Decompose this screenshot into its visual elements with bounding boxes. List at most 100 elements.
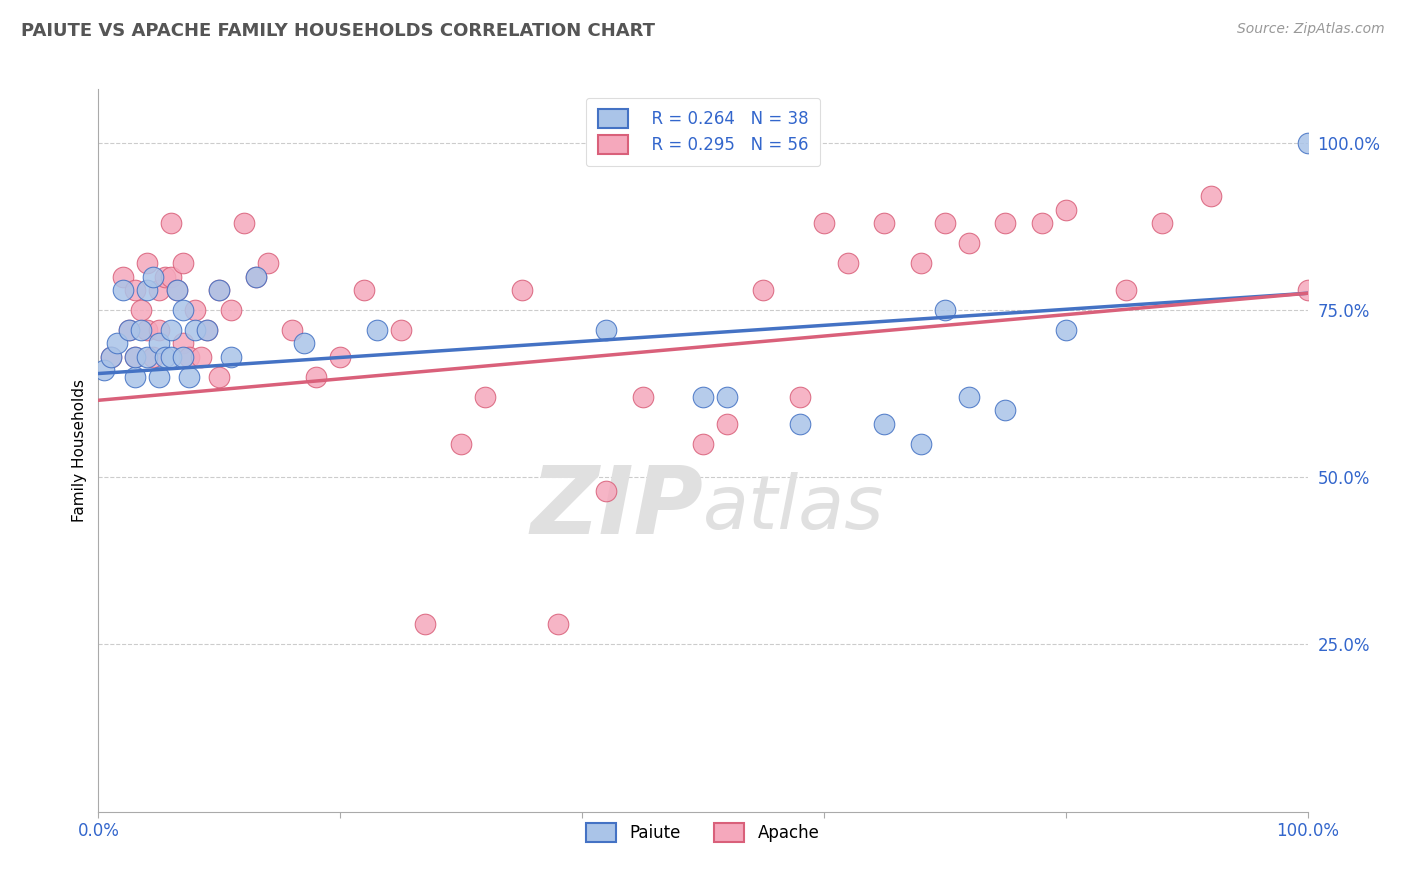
Point [135, 256, 157, 270]
Point [166, 283, 188, 297]
Point [208, 283, 231, 297]
Legend: Paiute, Apache: Paiute, Apache [575, 812, 831, 854]
Point [716, 417, 738, 431]
Point [179, 369, 201, 384]
Point [957, 390, 980, 404]
Point [172, 303, 194, 318]
Point [135, 350, 157, 364]
Point [148, 323, 170, 337]
Point [957, 236, 980, 251]
Point [595, 483, 617, 498]
Point [153, 269, 176, 284]
Point [716, 390, 738, 404]
Point [190, 350, 212, 364]
Point [153, 350, 176, 364]
Text: PAIUTE VS APACHE FAMILY HOUSEHOLDS CORRELATION CHART: PAIUTE VS APACHE FAMILY HOUSEHOLDS CORRE… [21, 22, 655, 40]
Point [1296, 136, 1319, 150]
Point [93, 363, 115, 377]
Point [160, 216, 183, 230]
Point [208, 283, 231, 297]
Point [789, 390, 811, 404]
Point [148, 336, 170, 351]
Point [129, 303, 152, 318]
Point [135, 283, 157, 297]
Point [208, 369, 231, 384]
Point [160, 323, 183, 337]
Point [631, 390, 654, 404]
Point [353, 283, 375, 297]
Point [305, 369, 328, 384]
Point [547, 617, 569, 632]
Point [245, 269, 267, 284]
Point [994, 216, 1017, 230]
Point [837, 256, 859, 270]
Point [105, 336, 128, 351]
Point [100, 350, 122, 364]
Point [172, 336, 194, 351]
Point [142, 269, 165, 284]
Point [329, 350, 352, 364]
Point [366, 323, 388, 337]
Point [389, 323, 412, 337]
Point [994, 403, 1017, 417]
Point [450, 436, 472, 450]
Point [100, 350, 122, 364]
Point [1115, 283, 1137, 297]
Point [474, 390, 496, 404]
Text: atlas: atlas [703, 472, 884, 544]
Point [160, 350, 183, 364]
Point [910, 256, 932, 270]
Point [195, 323, 218, 337]
Point [172, 350, 194, 364]
Point [129, 323, 152, 337]
Point [184, 303, 207, 318]
Point [752, 283, 775, 297]
Point [245, 269, 267, 284]
Point [124, 283, 146, 297]
Point [1054, 323, 1077, 337]
Point [124, 350, 146, 364]
Point [692, 390, 714, 404]
Point [118, 323, 141, 337]
Point [1152, 216, 1174, 230]
Point [221, 303, 243, 318]
Point [256, 256, 278, 270]
Point [1054, 202, 1077, 217]
Point [413, 617, 436, 632]
Point [292, 336, 315, 351]
Point [148, 283, 170, 297]
Y-axis label: Family Households: Family Households [72, 379, 87, 522]
Point [281, 323, 304, 337]
Point [184, 323, 207, 337]
Point [118, 323, 141, 337]
Point [934, 303, 956, 318]
Point [135, 323, 157, 337]
Point [124, 350, 146, 364]
Point [148, 369, 170, 384]
Point [1199, 189, 1222, 203]
Point [195, 323, 218, 337]
Point [813, 216, 835, 230]
Point [111, 283, 134, 297]
Point [142, 350, 165, 364]
Point [172, 256, 194, 270]
Point [221, 350, 243, 364]
Point [1296, 283, 1319, 297]
Point [934, 216, 956, 230]
Point [789, 417, 811, 431]
Point [111, 269, 134, 284]
Point [873, 216, 896, 230]
Point [160, 269, 183, 284]
Point [692, 436, 714, 450]
Text: Source: ZipAtlas.com: Source: ZipAtlas.com [1237, 22, 1385, 37]
Point [232, 216, 254, 230]
Point [910, 436, 932, 450]
Point [1031, 216, 1053, 230]
Point [124, 369, 146, 384]
Point [179, 350, 201, 364]
Point [595, 323, 617, 337]
Point [873, 417, 896, 431]
Point [510, 283, 533, 297]
Point [166, 283, 188, 297]
Text: ZIP: ZIP [530, 462, 703, 554]
